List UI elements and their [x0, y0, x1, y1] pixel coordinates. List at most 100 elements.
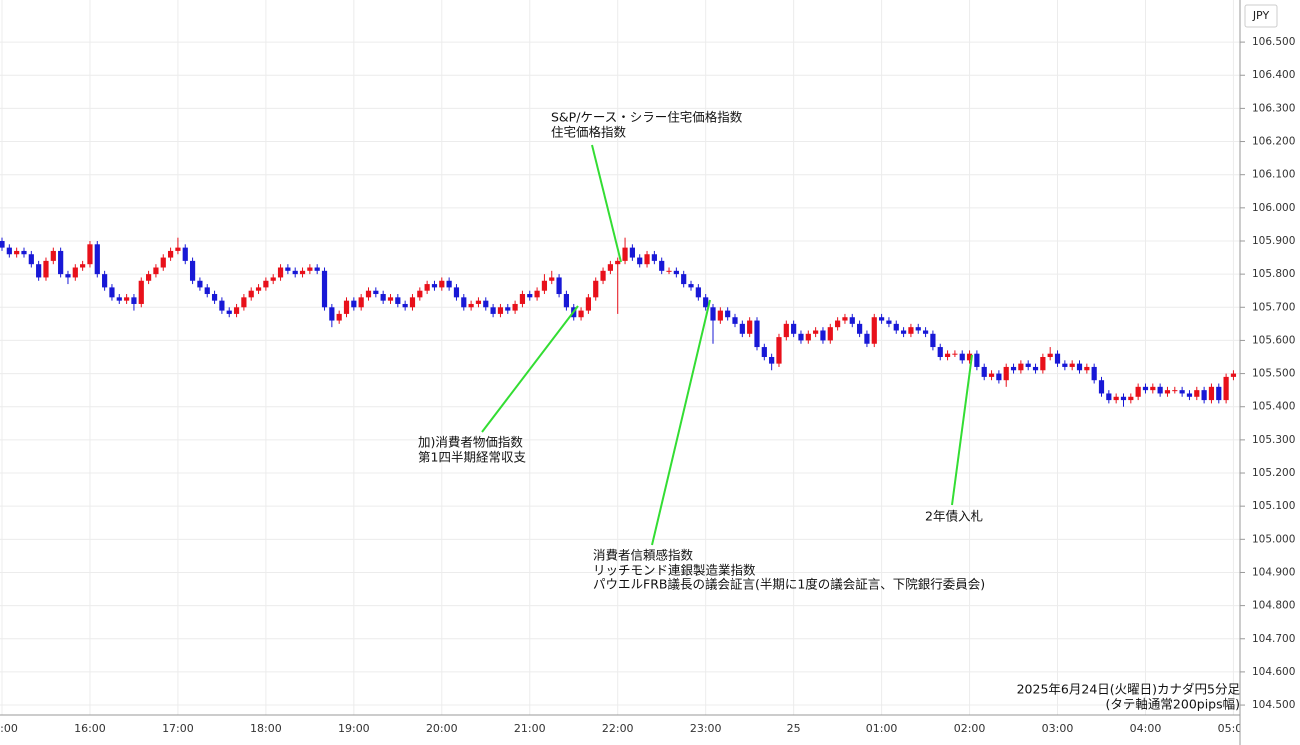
chart-subtitle: (タテ軸通常200pips幅) [1106, 697, 1240, 712]
candle-body [578, 310, 584, 318]
candle-body [21, 250, 27, 255]
candle-body [1054, 353, 1061, 364]
x-tick-label: 21:00 [514, 722, 546, 735]
candle-body [644, 254, 650, 265]
candle-body [439, 280, 445, 288]
candle-body [1076, 363, 1083, 371]
y-tick-label: 105.500 [1252, 368, 1295, 380]
candle-body [343, 300, 350, 314]
candle-body [321, 270, 328, 308]
y-tick-label: 105.200 [1252, 467, 1295, 479]
candle-body [1223, 376, 1229, 401]
candle-body [879, 317, 885, 321]
candle-body [373, 290, 379, 295]
candle-body [813, 330, 819, 334]
candle-body [285, 267, 291, 271]
x-tick-label: 03:00 [1042, 722, 1074, 735]
candle-body [1150, 386, 1156, 391]
candle-body [717, 310, 723, 321]
y-tick-label: 104.700 [1252, 633, 1295, 645]
candle-body [50, 250, 56, 261]
candle-body [1172, 390, 1178, 392]
candle-body [109, 287, 115, 298]
candle-body [329, 307, 335, 321]
y-tick-label: 104.900 [1252, 566, 1295, 578]
candle-body [930, 333, 936, 348]
candles [0, 237, 1237, 407]
x-axis: 15:00 16:00 17:00 18:00 19:00 20:00 21:00 22:00… [0, 722, 1250, 735]
candle-body [1194, 390, 1200, 397]
candle-body [395, 297, 401, 304]
candle-body [952, 353, 958, 355]
candle-body [461, 297, 467, 308]
candle-body [80, 264, 86, 268]
candle-body [351, 300, 357, 308]
candle-body [944, 353, 951, 358]
candle-body [219, 300, 225, 311]
candle-body [981, 366, 987, 377]
y-tick-label: 104.600 [1252, 666, 1295, 678]
y-tick-label: 106.400 [1252, 69, 1295, 81]
candle-body [988, 373, 995, 377]
candle-body [431, 284, 438, 288]
candle-body [915, 327, 921, 331]
y-tick-label: 105.400 [1252, 401, 1295, 413]
candle-body [1208, 386, 1215, 401]
candle-body [900, 330, 907, 334]
candle-body [739, 323, 745, 334]
candle-body [732, 317, 738, 324]
candle-body [475, 300, 482, 304]
candle-body [959, 353, 965, 361]
annotation-text: 住宅価格指数 [551, 125, 627, 140]
candle-body [490, 307, 496, 314]
candle-body [424, 284, 430, 291]
candle-body [1186, 393, 1193, 397]
annotation-line [651, 299, 711, 546]
y-tick-label: 104.500 [1252, 699, 1295, 711]
candle-body [483, 300, 489, 308]
candle-body [871, 317, 877, 344]
candle-body [14, 250, 20, 255]
y-tick-label: 105.600 [1252, 334, 1295, 346]
candle-body [659, 260, 665, 271]
candle-body [783, 323, 789, 338]
candle-body [1091, 366, 1097, 381]
candle-body [197, 280, 203, 288]
candle-body [417, 290, 423, 298]
candle-body [585, 297, 591, 311]
y-tick-label: 105.100 [1252, 500, 1295, 512]
candle-body [527, 294, 533, 298]
candle-body [769, 357, 775, 364]
candle-body [754, 320, 760, 348]
candle-body [849, 317, 855, 324]
y-tick-label: 105.300 [1252, 434, 1295, 446]
candle-body [409, 297, 416, 308]
y-tick-label: 106.000 [1252, 202, 1295, 214]
x-tick-label: 16:00 [74, 722, 106, 735]
candle-body [36, 264, 42, 278]
x-tick-label: 05:00 [1218, 722, 1250, 735]
candle-body [651, 254, 657, 261]
candle-body [893, 323, 899, 331]
x-tick-label: 02:00 [954, 722, 986, 735]
candle-body [1120, 396, 1127, 401]
candle-body [167, 250, 174, 258]
y-tick-label: 104.800 [1252, 600, 1295, 612]
candle-body [314, 267, 320, 271]
candle-body [453, 287, 460, 298]
candle-body [1010, 366, 1017, 371]
candle-body [1157, 386, 1163, 394]
candle-body [358, 297, 364, 308]
annotation-line [951, 354, 973, 506]
annotation-text: リッチモンド連銀製造業指数 [593, 563, 756, 578]
candle-body [549, 277, 555, 281]
candle-body [615, 260, 621, 265]
x-tick-label: 19:00 [338, 722, 370, 735]
candle-body [996, 373, 1002, 381]
candle-body [468, 303, 474, 308]
candle-body [182, 247, 188, 261]
candle-body [1069, 363, 1075, 367]
candle-body [864, 333, 870, 344]
candle-body [1135, 386, 1141, 397]
candle-body [1084, 366, 1090, 371]
